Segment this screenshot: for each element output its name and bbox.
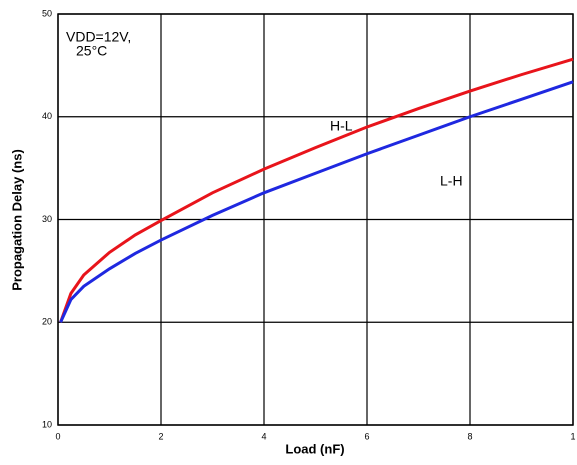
y-tick-label: 50 xyxy=(42,8,52,18)
x-tick-label: 2 xyxy=(158,431,163,441)
x-tick-label: 8 xyxy=(467,431,472,441)
series-label: H-L xyxy=(330,118,353,134)
x-tick-label: 0 xyxy=(55,431,60,441)
x-tick-label: 1 xyxy=(570,431,575,441)
y-tick-label: 40 xyxy=(42,111,52,121)
y-axis-label: Propagation Delay (ns) xyxy=(9,149,24,291)
x-axis-label: Load (nF) xyxy=(285,441,344,456)
series-line xyxy=(59,80,574,323)
annotation: VDD=12V, xyxy=(66,29,131,45)
annotation: 25°C xyxy=(76,43,107,59)
y-tick-label: 20 xyxy=(42,317,52,327)
x-tick-label: 6 xyxy=(364,431,369,441)
series-line xyxy=(59,57,574,323)
y-tick-label: 30 xyxy=(42,214,52,224)
plot-border xyxy=(57,13,574,426)
x-tick-label: 4 xyxy=(261,431,266,441)
y-tick-label: 10 xyxy=(42,419,52,429)
series-label: L-H xyxy=(440,173,463,189)
